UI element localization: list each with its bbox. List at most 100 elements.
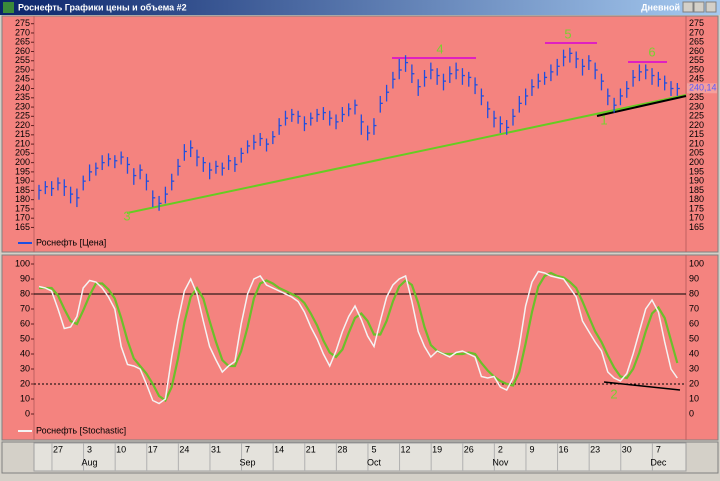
wave-label: 4 (436, 41, 443, 56)
trend-line-short (596, 95, 687, 117)
minimize-button[interactable] (682, 1, 694, 13)
y-tick-label: 245 (15, 74, 30, 84)
x-tick-label: 2 (498, 444, 503, 454)
y-tick-label: 235 (15, 92, 30, 102)
y-tick-label: 20 (20, 378, 30, 388)
y2-tick-label: 180 (689, 194, 704, 204)
y2-tick-label: 170 (689, 213, 704, 223)
y2-tick-label: 250 (689, 64, 704, 74)
title-bar (0, 0, 720, 15)
y-tick-label: 225 (15, 111, 30, 121)
y-tick-label: 0 (25, 408, 30, 418)
y2-tick-label: 275 (689, 18, 704, 28)
x-tick-label: 19 (432, 444, 442, 454)
wave-label: 3 (123, 208, 130, 223)
timeframe[interactable]: Дневной (641, 2, 680, 12)
y-tick-label: 205 (15, 148, 30, 158)
y-tick-label: 260 (15, 46, 30, 56)
y-tick-label: 80 (20, 288, 30, 298)
y2-tick-label: 30 (689, 363, 699, 373)
window-title: Роснефть Графики цены и объема #2 (18, 2, 187, 12)
y2-tick-label: 235 (689, 92, 704, 102)
x-tick-label: 10 (116, 444, 126, 454)
y2-tick-label: 205 (689, 148, 704, 158)
x-tick-label: 27 (53, 444, 63, 454)
x-tick-label: 7 (245, 444, 250, 454)
y-tick-label: 50 (20, 333, 30, 343)
y2-tick-label: 20 (689, 378, 699, 388)
y-tick-label: 180 (15, 194, 30, 204)
y-tick-label: 275 (15, 18, 30, 28)
y-tick-label: 40 (20, 348, 30, 358)
wave-label: 2 (610, 386, 617, 401)
y-tick-label: 210 (15, 138, 30, 148)
y2-tick-label: 70 (689, 303, 699, 313)
y2-tick-label: 215 (689, 129, 704, 139)
y2-tick-label: 190 (689, 176, 704, 186)
trend-line (126, 94, 687, 214)
y2-tick-label: 270 (689, 27, 704, 37)
y-tick-label: 165 (15, 222, 30, 232)
last-value-box (687, 83, 717, 94)
y-tick-label: 100 (15, 258, 30, 268)
y2-tick-label: 200 (689, 157, 704, 167)
wave-label: 1 (600, 112, 607, 127)
y-tick-label: 255 (15, 55, 30, 65)
y-tick-label: 90 (20, 273, 30, 283)
x-tick-label: 12 (401, 444, 411, 454)
x-tick-label: 26 (464, 444, 474, 454)
y2-tick-label: 230 (689, 101, 704, 111)
stochastic-line (39, 271, 679, 403)
y2-tick-label: 225 (689, 111, 704, 121)
x-tick-label: 9 (529, 444, 534, 454)
y-tick-label: 70 (20, 303, 30, 313)
date-axis-strip (33, 442, 687, 472)
legend-label: Роснефть [Stochastic] (36, 425, 126, 435)
y2-tick-label: 50 (689, 333, 699, 343)
x-tick-label: 16 (559, 444, 569, 454)
y2-tick-label: 220 (689, 120, 704, 130)
x-tick-label: 31 (211, 444, 221, 454)
y-tick-label: 60 (20, 318, 30, 328)
y-tick-label: 230 (15, 101, 30, 111)
y-tick-label: 270 (15, 27, 30, 37)
y-tick-label: 10 (20, 393, 30, 403)
y2-tick-label: 210 (689, 138, 704, 148)
y-tick-label: 190 (15, 176, 30, 186)
y2-tick-label: 0 (689, 408, 694, 418)
y-tick-label: 240 (15, 83, 30, 93)
x-tick-label: 17 (148, 444, 158, 454)
x-tick-label: 28 (337, 444, 347, 454)
y-tick-label: 265 (15, 37, 30, 47)
y2-tick-label: 195 (689, 166, 704, 176)
maximize-button[interactable] (693, 1, 705, 13)
wave-label: 6 (648, 44, 655, 59)
y-tick-label: 215 (15, 129, 30, 139)
wave-label: 5 (564, 26, 571, 41)
y-tick-label: 30 (20, 363, 30, 373)
y-tick-label: 170 (15, 213, 30, 223)
y-tick-label: 185 (15, 185, 30, 195)
stochastic-line (38, 270, 678, 405)
y-tick-label: 195 (15, 166, 30, 176)
month-label: Oct (367, 457, 382, 467)
y2-tick-label: 90 (689, 273, 699, 283)
x-tick-label: 5 (371, 444, 376, 454)
y-tick-label: 200 (15, 157, 30, 167)
app-icon (3, 2, 14, 13)
y2-tick-label: 60 (689, 318, 699, 328)
y2-tick-label: 245 (689, 74, 704, 84)
close-button[interactable] (705, 1, 717, 13)
y2-tick-label: 185 (689, 185, 704, 195)
y2-tick-label: 175 (689, 203, 704, 213)
y2-tick-label: 255 (689, 55, 704, 65)
last-value-label: 240,14 (689, 83, 717, 93)
x-tick-label: 7 (656, 444, 661, 454)
price-panel (1, 15, 719, 253)
y-tick-label: 220 (15, 120, 30, 130)
month-label: Sep (240, 457, 256, 467)
x-tick-label: 23 (590, 444, 600, 454)
x-tick-label: 3 (87, 444, 92, 454)
month-label: Nov (492, 457, 509, 467)
